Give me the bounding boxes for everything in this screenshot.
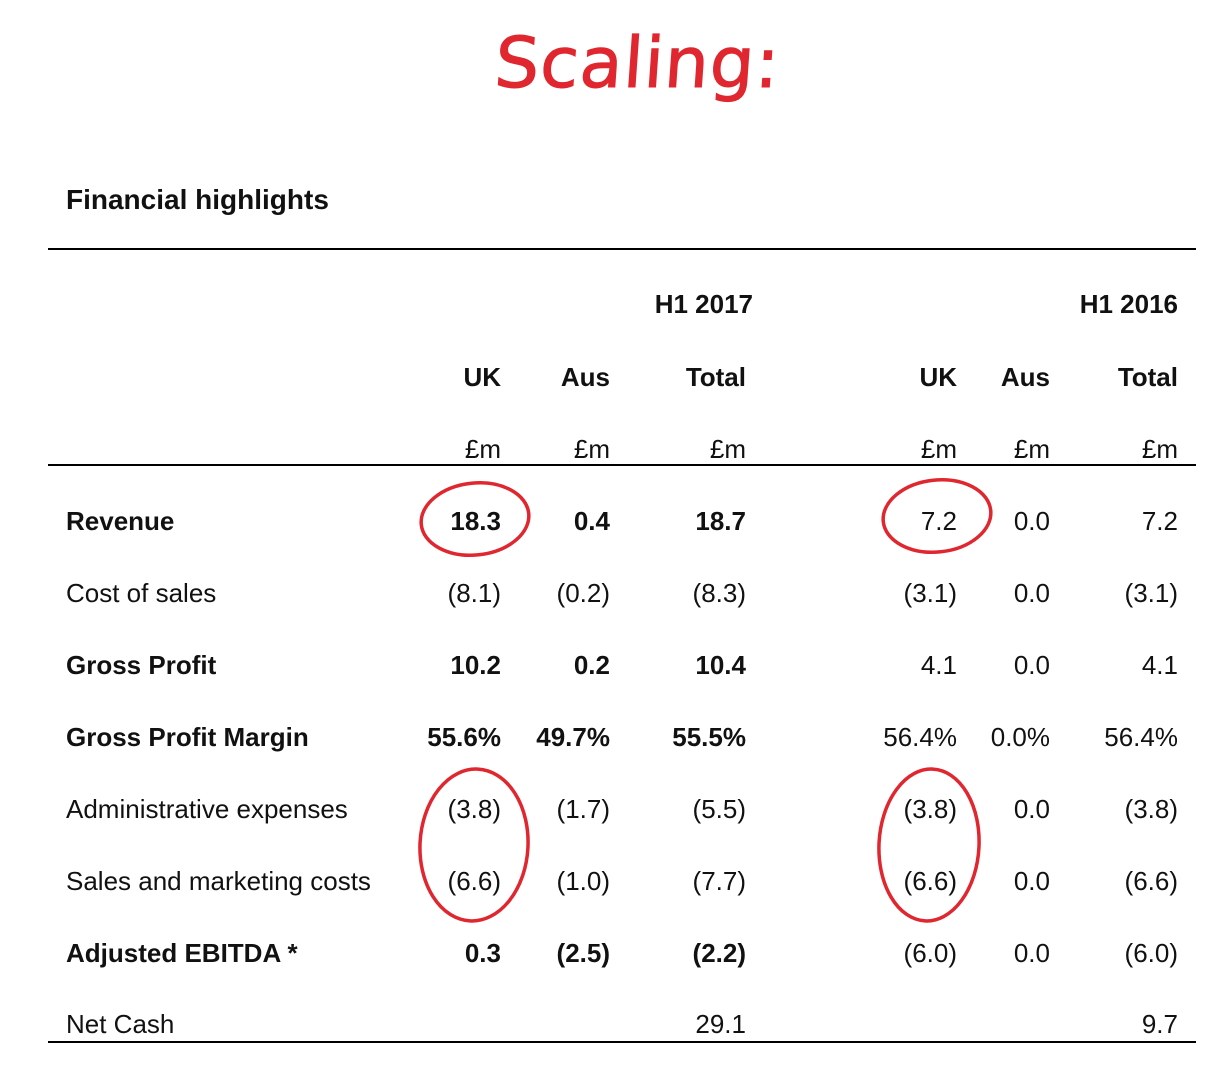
value-cell: 55.6% <box>427 722 501 752</box>
circle-expenses-uk-2017 <box>418 767 530 923</box>
value-cell: (0.2) <box>556 578 610 608</box>
value-cell: (3.1) <box>903 578 957 608</box>
value-cell: 0.0 <box>1013 866 1050 896</box>
value-cell: 0.0 <box>1013 578 1050 608</box>
value-cell: 29.1 <box>695 1009 746 1039</box>
row-label: Revenue <box>66 506 175 536</box>
unit-label: £m <box>464 434 501 464</box>
bottom-rule <box>48 1041 1196 1043</box>
scaling-annotation: Scaling: <box>492 22 784 105</box>
value-cell: (6.6) <box>1124 866 1178 896</box>
unit-label: £m <box>573 434 610 464</box>
value-cell: (7.7) <box>692 866 746 896</box>
header-rule <box>48 464 1196 466</box>
unit-label: £m <box>920 434 957 464</box>
value-cell: (1.0) <box>556 866 610 896</box>
value-cell: 0.0 <box>1013 938 1050 968</box>
value-cell: 9.7 <box>1141 1009 1178 1039</box>
value-cell: 0.0 <box>1013 650 1050 680</box>
value-cell: (1.7) <box>556 794 610 824</box>
value-cell: 10.4 <box>695 650 746 680</box>
value-cell: 4.1 <box>920 650 957 680</box>
value-cell: 0.4 <box>573 506 610 536</box>
value-cell: (6.0) <box>1124 938 1178 968</box>
column-header-total: Total <box>1117 362 1178 392</box>
value-cell: 49.7% <box>536 722 610 752</box>
column-header-uk: UK <box>919 362 957 392</box>
value-cell: 10.2 <box>450 650 501 680</box>
row-label: Gross Profit <box>66 650 217 680</box>
value-cell: (2.5) <box>556 938 610 968</box>
circle-expenses-uk-2016 <box>877 767 981 923</box>
period-header: H1 2016 <box>1079 289 1178 319</box>
section-title: Financial highlights <box>66 184 329 215</box>
value-cell: 0.0 <box>1013 506 1050 536</box>
value-cell: 0.0 <box>1013 794 1050 824</box>
value-cell: 18.7 <box>695 506 746 536</box>
column-header-aus: Aus <box>560 362 610 392</box>
value-cell: 56.4% <box>883 722 957 752</box>
row-label: Administrative expenses <box>66 794 348 824</box>
value-cell: (8.3) <box>692 578 746 608</box>
value-cell: (3.1) <box>1124 578 1178 608</box>
value-cell: 4.1 <box>1141 650 1178 680</box>
value-cell: (6.0) <box>903 938 957 968</box>
unit-label: £m <box>709 434 746 464</box>
row-label: Sales and marketing costs <box>66 866 371 896</box>
value-cell: 0.2 <box>573 650 610 680</box>
unit-label: £m <box>1013 434 1050 464</box>
value-cell: (3.8) <box>1124 794 1178 824</box>
row-label: Cost of sales <box>66 578 217 608</box>
column-header-aus: Aus <box>1000 362 1050 392</box>
value-cell: (8.1) <box>447 578 501 608</box>
value-cell: 0.0% <box>990 722 1050 752</box>
row-label: Adjusted EBITDA * <box>66 938 298 968</box>
period-header: H1 2017 <box>654 289 753 319</box>
top-rule <box>48 248 1196 250</box>
row-label: Gross Profit Margin <box>66 722 309 752</box>
value-cell: 56.4% <box>1104 722 1178 752</box>
value-cell: 0.3 <box>464 938 501 968</box>
value-cell: (2.2) <box>692 938 746 968</box>
value-cell: (5.5) <box>692 794 746 824</box>
column-header-total: Total <box>685 362 746 392</box>
row-label: Net Cash <box>66 1009 175 1039</box>
column-header-uk: UK <box>463 362 501 392</box>
value-cell: 7.2 <box>1141 506 1178 536</box>
value-cell: 55.5% <box>672 722 746 752</box>
unit-label: £m <box>1141 434 1178 464</box>
